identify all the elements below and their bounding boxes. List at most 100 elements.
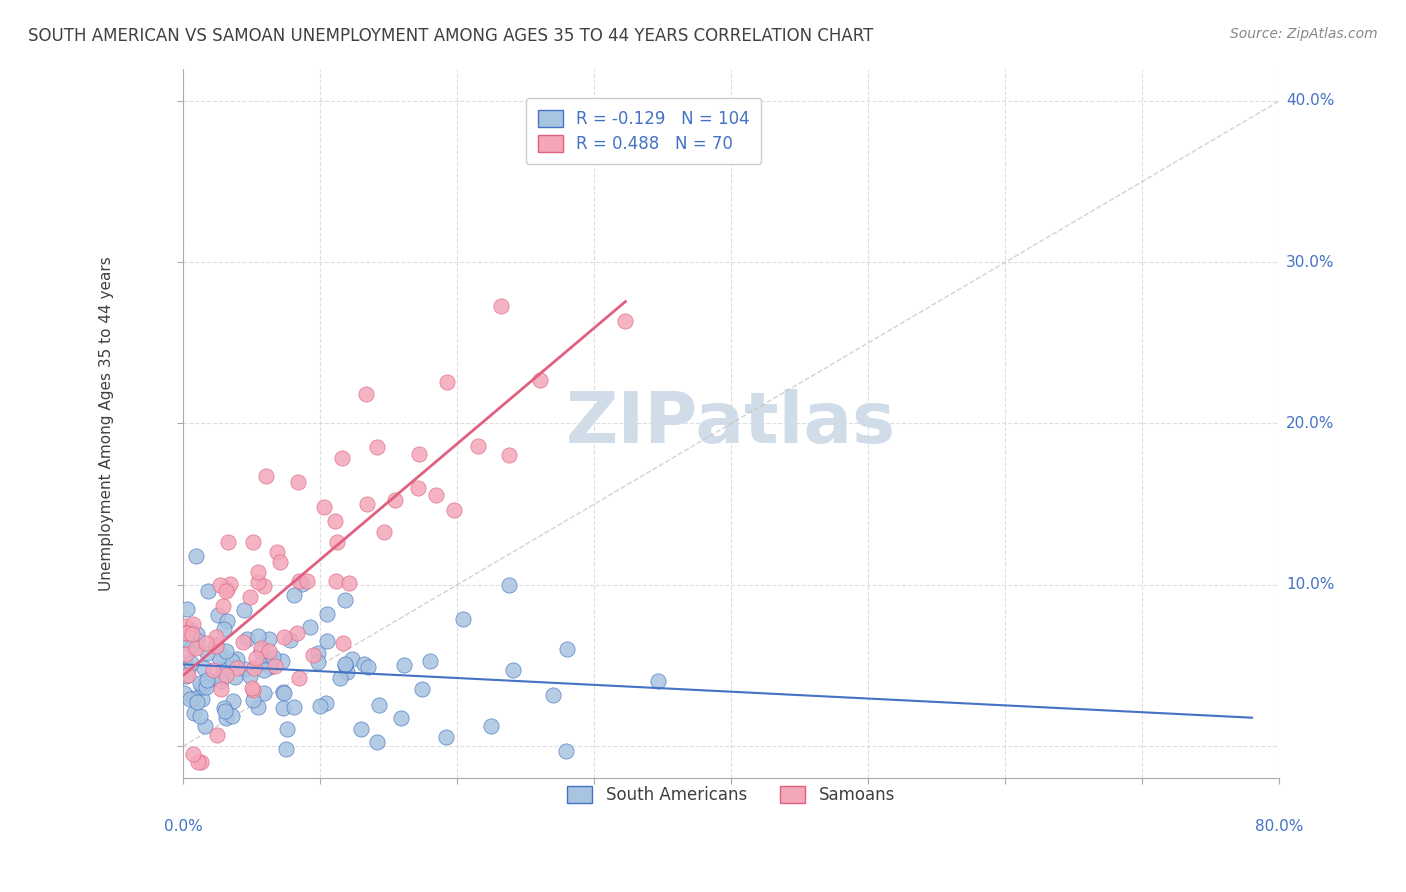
Point bbox=[195, 673, 218, 687]
Point bbox=[250, 641, 273, 656]
Point bbox=[174, 669, 197, 683]
Point bbox=[194, 675, 217, 690]
Point bbox=[193, 661, 215, 675]
Text: ZIPatlas: ZIPatlas bbox=[567, 389, 897, 458]
Point bbox=[257, 644, 280, 658]
Point bbox=[301, 648, 323, 663]
Point bbox=[197, 646, 219, 660]
Point bbox=[179, 622, 201, 636]
Point bbox=[309, 699, 332, 714]
Point bbox=[330, 450, 353, 465]
Point bbox=[451, 612, 474, 626]
Point bbox=[233, 603, 256, 617]
Point bbox=[408, 447, 430, 461]
Point bbox=[389, 710, 412, 724]
Text: 0.0%: 0.0% bbox=[163, 819, 202, 834]
Point bbox=[366, 734, 388, 748]
Point bbox=[411, 682, 433, 697]
Point bbox=[278, 632, 301, 647]
Point bbox=[368, 698, 391, 713]
Point bbox=[384, 492, 406, 507]
Point bbox=[245, 650, 267, 665]
Point bbox=[354, 387, 377, 401]
Point bbox=[315, 696, 337, 710]
Point bbox=[333, 657, 356, 671]
Point bbox=[270, 654, 292, 668]
Point bbox=[215, 667, 238, 681]
Point bbox=[188, 709, 211, 723]
Point bbox=[273, 630, 295, 644]
Point bbox=[366, 440, 388, 454]
Point bbox=[263, 659, 285, 673]
Point bbox=[529, 373, 551, 387]
Point bbox=[194, 680, 217, 694]
Point bbox=[325, 535, 347, 549]
Point bbox=[212, 662, 235, 676]
Point bbox=[242, 693, 264, 707]
Point bbox=[498, 578, 520, 592]
Point bbox=[325, 574, 347, 588]
Point bbox=[419, 654, 441, 668]
Point bbox=[179, 692, 201, 706]
Point bbox=[253, 663, 276, 677]
Point bbox=[186, 695, 208, 709]
Point bbox=[215, 584, 238, 599]
Point bbox=[197, 583, 219, 598]
Point bbox=[285, 626, 308, 640]
Point bbox=[479, 719, 502, 733]
Point bbox=[274, 742, 297, 756]
Point bbox=[232, 635, 254, 649]
Point bbox=[198, 673, 221, 688]
Point bbox=[259, 659, 281, 673]
Point bbox=[307, 646, 329, 660]
Point bbox=[212, 622, 235, 636]
Point bbox=[269, 555, 291, 569]
Point bbox=[194, 719, 217, 733]
Point bbox=[250, 643, 273, 657]
Point bbox=[208, 578, 231, 592]
Point bbox=[239, 669, 262, 683]
Point bbox=[406, 481, 429, 495]
Point bbox=[315, 633, 337, 648]
Point bbox=[333, 592, 356, 607]
Point bbox=[332, 636, 354, 650]
Point bbox=[247, 574, 270, 589]
Point bbox=[498, 448, 520, 462]
Text: SOUTH AMERICAN VS SAMOAN UNEMPLOYMENT AMONG AGES 35 TO 44 YEARS CORRELATION CHAR: SOUTH AMERICAN VS SAMOAN UNEMPLOYMENT AM… bbox=[28, 27, 873, 45]
Point bbox=[181, 747, 204, 761]
Point bbox=[298, 620, 321, 634]
Point bbox=[647, 674, 669, 689]
Point bbox=[218, 577, 240, 591]
Point bbox=[240, 681, 263, 696]
Point bbox=[181, 690, 204, 705]
Point bbox=[176, 633, 198, 648]
Point bbox=[180, 640, 202, 654]
Point bbox=[215, 644, 238, 658]
Point bbox=[271, 701, 294, 715]
Point bbox=[247, 699, 270, 714]
Point bbox=[212, 648, 235, 663]
Point bbox=[176, 626, 198, 640]
Text: Unemployment Among Ages 35 to 44 years: Unemployment Among Ages 35 to 44 years bbox=[98, 256, 114, 591]
Point bbox=[205, 639, 228, 653]
Point bbox=[183, 706, 205, 721]
Point bbox=[209, 681, 232, 696]
Point bbox=[176, 626, 198, 640]
Point bbox=[208, 650, 231, 665]
Point bbox=[205, 728, 228, 742]
Point bbox=[273, 686, 295, 700]
Point bbox=[176, 602, 198, 616]
Point bbox=[225, 661, 247, 675]
Point bbox=[392, 658, 415, 673]
Text: 30.0%: 30.0% bbox=[1286, 254, 1334, 269]
Point bbox=[224, 670, 246, 684]
Text: 20.0%: 20.0% bbox=[1286, 416, 1334, 431]
Point bbox=[443, 502, 465, 516]
Point bbox=[180, 627, 202, 641]
Point bbox=[181, 616, 204, 631]
Point bbox=[209, 674, 232, 689]
Point bbox=[215, 711, 238, 725]
Point bbox=[217, 615, 239, 629]
Point bbox=[336, 665, 359, 680]
Point bbox=[190, 680, 212, 694]
